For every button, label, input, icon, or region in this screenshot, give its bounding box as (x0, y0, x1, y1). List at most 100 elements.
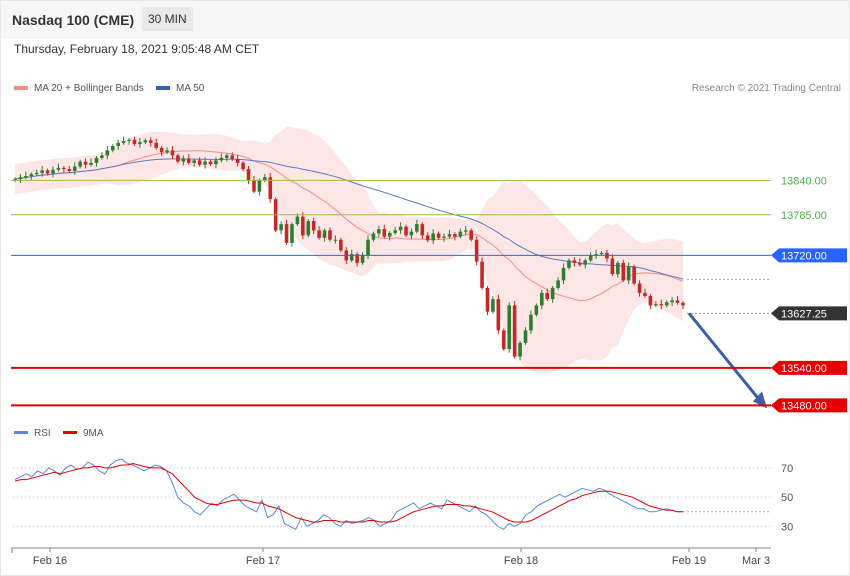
candle-body (72, 166, 77, 171)
candle-body (257, 180, 262, 192)
candle-body (512, 305, 517, 357)
candle-body (170, 150, 175, 156)
candle-body (545, 292, 550, 300)
candle-body (110, 146, 115, 151)
candle-body (415, 224, 419, 232)
candle-body (501, 330, 506, 350)
x-tick-label: Mar 3 (742, 555, 770, 567)
level-tag-pivot (771, 248, 847, 263)
candle-body (40, 170, 44, 173)
candle-body (148, 140, 153, 143)
candle-body (208, 161, 213, 165)
forecast-arrow-head (753, 391, 767, 409)
candle-body (279, 224, 283, 231)
chart-header: Nasdaq 100 (CME) 30 MIN (1, 1, 849, 38)
candle-body (89, 162, 93, 165)
candle-body (34, 172, 39, 175)
candle-body (230, 155, 235, 160)
candle-body (51, 169, 55, 174)
level-label-support: 13480.00 (781, 400, 827, 412)
candle-body (295, 216, 300, 225)
candle-body (681, 302, 685, 306)
candle-body (659, 304, 664, 306)
candle-body (241, 162, 245, 170)
candle-body (45, 170, 50, 174)
candle-body (62, 167, 66, 170)
candle-body (355, 254, 359, 263)
x-tick-label: Feb 17 (246, 555, 280, 567)
level-tag-support (771, 360, 847, 375)
candle-body (377, 229, 381, 234)
candle-body (186, 158, 191, 163)
candle-body (654, 304, 658, 306)
ma20-line (14, 150, 684, 302)
level-label-support: 13540.00 (781, 363, 827, 375)
candle-body (235, 159, 240, 163)
candle-body (675, 300, 680, 303)
candle-body (534, 305, 539, 315)
rsi-plot: 70 50 30 (13, 458, 793, 533)
candle-body (322, 230, 327, 238)
price-levels: 13840.00 13785.00 13720.00 13627.25 13540.00… (11, 175, 847, 413)
candle-body (371, 233, 376, 240)
price-plot (13, 126, 767, 409)
candle-body (360, 255, 365, 263)
candle-body (442, 236, 446, 238)
candle-body (621, 262, 626, 281)
candle-body (588, 255, 593, 261)
candle-body (469, 230, 473, 240)
rsi-legend-label: RSI (34, 428, 51, 439)
candle-body (556, 280, 560, 288)
price-legend: MA 20 + Bollinger Bands MA 50 Research ©… (14, 83, 841, 94)
candle-body (453, 234, 457, 237)
rsi-line (14, 458, 683, 530)
candle-body (616, 262, 620, 275)
ma50-legend-label: MA 50 (176, 83, 205, 94)
candle-body (306, 221, 311, 236)
candle-body (284, 224, 289, 243)
candle-body (78, 161, 82, 167)
candle-body (637, 283, 642, 293)
candle-body (583, 260, 588, 265)
candle-body (301, 216, 305, 236)
candle-body (121, 141, 126, 143)
level-label-resistance: 13785.00 (781, 210, 827, 222)
candle-body (529, 314, 533, 331)
candle-body (518, 342, 522, 357)
level-tag-support (771, 398, 847, 413)
candle-body (203, 161, 207, 165)
rsi-ma-line (14, 462, 683, 523)
candle-body (594, 254, 598, 256)
candle-body (252, 180, 256, 192)
candle-body (664, 302, 669, 306)
candle-body (100, 155, 104, 158)
rsi-legend-swatch (14, 431, 28, 434)
candle-body (561, 267, 566, 281)
candle-body (94, 157, 99, 163)
ma20-legend-swatch (14, 86, 28, 90)
candle-body (154, 142, 159, 148)
candle-body (165, 150, 169, 153)
candle-body (290, 224, 294, 243)
candle-body (436, 233, 441, 238)
level-tag-current (771, 306, 847, 321)
candle-body (382, 229, 387, 237)
candle-body (328, 230, 332, 240)
rsi-tick-label: 70 (781, 463, 793, 475)
candle-body (192, 160, 197, 163)
candle-body (116, 142, 120, 146)
candle-body (349, 254, 354, 261)
ma50-legend-swatch (156, 86, 170, 90)
candle-body (67, 169, 72, 171)
instrument-title: Nasdaq 100 (CME) (12, 12, 135, 28)
candle-body (18, 177, 23, 180)
candle-body (13, 179, 17, 181)
candle-body (56, 167, 61, 170)
candle-body (83, 161, 88, 165)
timeframe-badge[interactable]: 30 MIN (142, 7, 193, 31)
candle-body (496, 299, 501, 331)
candle-body (404, 226, 408, 236)
candle-body (474, 239, 479, 262)
candle-body (138, 142, 142, 145)
candle-body (491, 299, 495, 312)
